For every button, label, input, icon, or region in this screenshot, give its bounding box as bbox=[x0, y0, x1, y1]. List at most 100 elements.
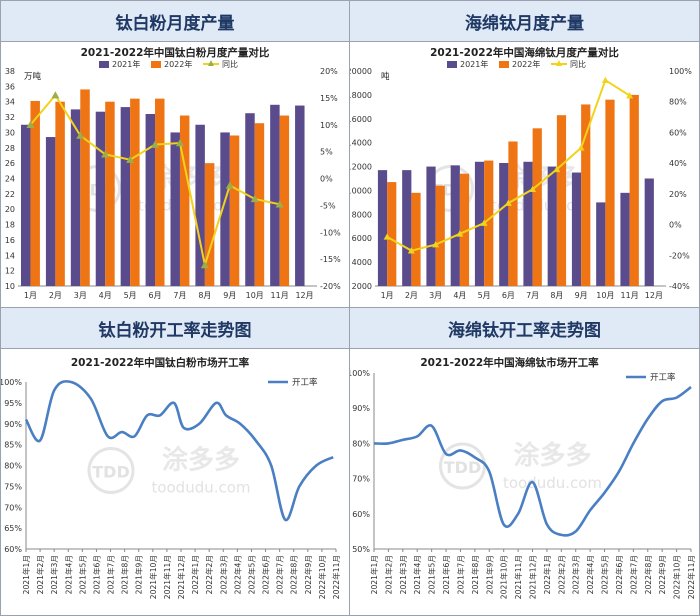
y2-tick-label: 15% bbox=[320, 94, 338, 103]
operating-rate-line bbox=[373, 386, 692, 537]
legend-swatch-2022 bbox=[499, 61, 509, 68]
watermark-brand: TDD bbox=[92, 463, 129, 482]
y2-tick-label: 20% bbox=[320, 67, 338, 76]
panel-header-sponge-rate: 海绵钛开工率走势图 bbox=[350, 308, 699, 349]
bar-2022 bbox=[556, 115, 567, 286]
bar-2022 bbox=[459, 173, 470, 286]
yoy-marker bbox=[529, 185, 537, 193]
bar-2021 bbox=[195, 124, 205, 286]
bar-2022 bbox=[435, 185, 445, 286]
y-tick-label: 16 bbox=[5, 236, 15, 245]
yoy-marker bbox=[407, 247, 415, 254]
y2-tick-label: 40% bbox=[669, 159, 687, 168]
x-tick-label: 5月 bbox=[124, 291, 137, 300]
yoy-marker bbox=[26, 120, 35, 128]
x-tick-label: 2021年4月 bbox=[63, 555, 73, 594]
bar-2022 bbox=[411, 192, 421, 286]
bar-2021 bbox=[220, 132, 230, 286]
unit-label: 万吨 bbox=[24, 71, 42, 82]
legend-swatch-2021 bbox=[447, 61, 457, 68]
bar-2022 bbox=[279, 115, 290, 287]
sponge-ti-production-chart: TDD涂多多toodudu.com2021-2022年中国海绵钛月度产量对比20… bbox=[350, 46, 692, 300]
y-tick-label: 60% bbox=[4, 545, 22, 554]
bar-2021 bbox=[245, 113, 255, 286]
bar-2022 bbox=[229, 135, 240, 286]
bar-2021 bbox=[20, 124, 31, 286]
y-tick-label: 30 bbox=[5, 128, 15, 137]
x-tick-label: 6月 bbox=[502, 291, 515, 300]
x-tick-label: 2022年5月 bbox=[600, 555, 610, 594]
yoy-marker bbox=[126, 155, 135, 163]
y-tick-label: 95% bbox=[4, 399, 22, 408]
x-tick-label: 11月 bbox=[271, 291, 289, 300]
x-tick-label: 2022年7月 bbox=[275, 555, 285, 594]
bar-2021 bbox=[295, 105, 305, 286]
bar-2022 bbox=[30, 100, 40, 286]
y-tick-label: 14000 bbox=[350, 139, 372, 148]
x-tick-label: 2022年11月 bbox=[331, 555, 341, 599]
x-tick-label: 9月 bbox=[223, 291, 236, 300]
x-tick-label: 8月 bbox=[550, 291, 563, 300]
yoy-marker bbox=[601, 76, 609, 84]
y-tick-label: 20000 bbox=[350, 67, 372, 76]
yoy-marker bbox=[504, 199, 512, 206]
y-tick-label: 8000 bbox=[352, 210, 372, 219]
bar-2021 bbox=[426, 166, 436, 286]
x-tick-label: 3月 bbox=[429, 291, 442, 300]
y-tick-label: 18 bbox=[5, 221, 15, 230]
bar-2022 bbox=[179, 115, 190, 287]
yoy-marker bbox=[383, 233, 391, 240]
x-tick-label: 4月 bbox=[453, 291, 466, 300]
x-tick-label: 2021年7月 bbox=[455, 555, 465, 594]
legend-swatch-2021 bbox=[99, 61, 109, 68]
yoy-marker bbox=[76, 131, 85, 139]
legend-label-yoy: 同比 bbox=[570, 59, 586, 69]
x-tick-label: 2021年10月 bbox=[148, 555, 158, 599]
y-tick-label: 36 bbox=[5, 82, 15, 91]
x-tick-label: 2022年2月 bbox=[204, 555, 214, 594]
bar-2021 bbox=[170, 132, 180, 286]
watermark-cn: 涂多多 bbox=[162, 445, 240, 476]
x-tick-label: 2022年4月 bbox=[232, 555, 242, 594]
yoy-marker bbox=[151, 140, 160, 148]
x-tick-label: 2021年3月 bbox=[398, 555, 408, 594]
y-tick-label: 2000 bbox=[352, 282, 372, 291]
y-tick-label: 12000 bbox=[350, 163, 372, 172]
x-tick-label: 2022年2月 bbox=[556, 555, 566, 594]
x-tick-label: 2021年8月 bbox=[470, 555, 480, 594]
y2-tick-label: 80% bbox=[669, 98, 687, 107]
y-tick-label: 100% bbox=[1, 378, 22, 387]
y2-tick-label: 60% bbox=[669, 128, 687, 137]
y-tick-label: 14 bbox=[5, 251, 15, 260]
y2-tick-label: -10% bbox=[320, 228, 341, 237]
bar-2021 bbox=[620, 192, 630, 286]
y-tick-label: 70% bbox=[4, 503, 22, 512]
yoy-marker bbox=[275, 200, 284, 208]
bar-2021 bbox=[596, 202, 606, 286]
y-tick-label: 50% bbox=[352, 545, 370, 554]
y-tick-label: 80% bbox=[352, 439, 370, 448]
yoy-marker bbox=[626, 92, 634, 99]
x-tick-label: 2月 bbox=[405, 291, 418, 300]
x-tick-label: 2021年4月 bbox=[412, 555, 422, 594]
legend-label-2022: 2022年 bbox=[164, 59, 192, 69]
bar-2021 bbox=[45, 137, 56, 286]
y-tick-label: 4000 bbox=[352, 258, 372, 267]
x-tick-label: 2021年3月 bbox=[49, 555, 59, 594]
bar-2022 bbox=[204, 163, 215, 286]
y2-tick-label: -5% bbox=[320, 201, 336, 210]
panel-header-sponge-production: 海绵钛月度产量 bbox=[350, 1, 699, 42]
x-tick-label: 2022年3月 bbox=[571, 555, 581, 594]
y2-tick-label: 0% bbox=[669, 221, 682, 230]
y-tick-label: 34 bbox=[5, 98, 15, 107]
y2-tick-label: -40% bbox=[669, 282, 690, 291]
y-tick-label: 38 bbox=[5, 67, 15, 76]
yoy-marker bbox=[432, 241, 440, 248]
x-tick-label: 2021年5月 bbox=[77, 555, 87, 594]
legend-label-2021: 2021年 bbox=[460, 59, 488, 69]
y-tick-label: 90% bbox=[4, 420, 22, 429]
legend-label: 开工率 bbox=[650, 372, 676, 383]
sponge-ti-production-panel: 海绵钛月度产量 TDD涂多多toodudu.com2021-2022年中国海绵钛… bbox=[349, 0, 700, 308]
chart-title: 2021-2022年中国钛白粉市场开工率 bbox=[71, 356, 250, 369]
